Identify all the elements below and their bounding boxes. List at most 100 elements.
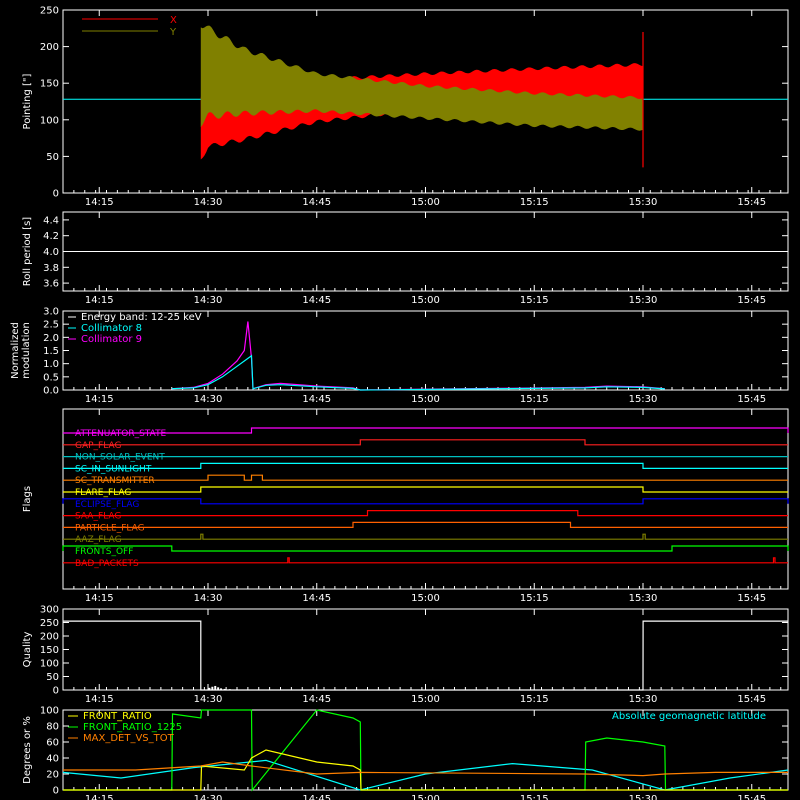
- flag-label: PARTICLE_FLAG: [75, 523, 145, 533]
- x-tick-label: 15:15: [520, 394, 549, 405]
- flag-trace: [63, 557, 788, 564]
- x-tick-label: 15:30: [629, 694, 658, 705]
- flag-bad-packets: BAD_PACKETS: [63, 557, 788, 569]
- x-tick-label: 14:30: [194, 394, 223, 405]
- flag-fronts-off: FRONTS_OFF: [62, 545, 789, 557]
- x-tick-label: 14:15: [85, 593, 114, 604]
- y-axis-label-text: Roll period [s]: [22, 217, 33, 286]
- y-axis-label-text: Pointing ["]: [22, 73, 33, 129]
- legend-label: Collimator 9: [81, 334, 142, 345]
- series-absolute-geomagnetic-latitude: [62, 759, 789, 791]
- y-axis-label: Pointing ["]: [22, 73, 33, 129]
- x-tick-label: 15:00: [411, 394, 440, 405]
- x-tick-label: 15:45: [737, 197, 766, 208]
- panel-5: 14:15 14:30 14:45 15:00 15:15 15:30 15:45 0 50 10…: [40, 605, 789, 705]
- flag-eclipse-flag: ECLIPSE_FLAG: [62, 498, 789, 510]
- y-axis-label-text: Normalizedmodulation: [10, 322, 32, 379]
- flag-attenuator-state: ATTENUATOR_STATE: [63, 427, 789, 439]
- flag-gap-flag: GAP_FLAG: [63, 439, 788, 451]
- y-tick-label: 0: [53, 189, 59, 200]
- x-tick-label: 15:30: [629, 394, 658, 405]
- y-tick-label: 50: [46, 672, 59, 683]
- y-tick-label: 3.0: [43, 307, 59, 318]
- y-axis-label: Flags: [22, 486, 33, 512]
- flag-label: ATTENUATOR_STATE: [75, 429, 167, 439]
- y-tick-label: 300: [40, 605, 59, 616]
- y-tick-label: 20: [46, 770, 59, 781]
- x-tick-label: 14:45: [302, 394, 331, 405]
- flag-trace: [63, 474, 788, 481]
- flag-label: GAP_FLAG: [75, 441, 121, 451]
- x-tick-label: 15:30: [629, 295, 658, 306]
- x-tick-label: 14:45: [302, 197, 331, 208]
- flag-label: AAZ_FLAG: [75, 535, 122, 545]
- series-front-ratio-1225: [63, 709, 788, 792]
- y-tick-label: 2.5: [43, 320, 59, 331]
- y-tick-label: 150: [40, 645, 59, 656]
- x-tick-label: 15:15: [520, 197, 549, 208]
- x-tick-label: 15:45: [737, 394, 766, 405]
- x-tick-label: 15:00: [411, 794, 440, 800]
- panel-2: 14:15 14:30 14:45 15:00 15:15 15:30 15:45 3.6 3.…: [43, 211, 789, 306]
- y-axis-label-text: Quality: [22, 632, 33, 668]
- flag-trace: [63, 510, 788, 517]
- legend: XY: [82, 15, 177, 38]
- y-tick-label: 3.8: [43, 263, 59, 274]
- flag-trace: [63, 462, 788, 469]
- flag-trace: [63, 486, 788, 493]
- x-tick-label: 14:30: [194, 295, 223, 306]
- y-tick-label: 0.5: [43, 372, 59, 383]
- x-tick-label: 14:15: [85, 794, 114, 800]
- x-tick-label: 14:15: [85, 694, 114, 705]
- x-tick-label: 14:30: [194, 593, 223, 604]
- x-tick-label: 15:00: [411, 197, 440, 208]
- y-axis-label-text: Flags: [22, 486, 33, 512]
- y-axis-label: Degrees or %: [22, 716, 33, 784]
- flag-sc-transmitter: SC_TRANSMITTER: [63, 474, 788, 486]
- y-axis-label: Roll period [s]: [22, 217, 33, 286]
- x-tick-label: 15:15: [520, 794, 549, 800]
- panel-1: 14:15 14:30 14:45 15:00 15:15 15:30 15:45 0 50 10…: [40, 6, 789, 208]
- flag-label: SC_IN_SUNLIGHT: [75, 464, 152, 474]
- y-tick-label: 200: [40, 632, 59, 643]
- flag-label: BAD_PACKETS: [75, 559, 139, 569]
- x-tick-label: 15:30: [629, 794, 658, 800]
- y-tick-label: 4.0: [43, 247, 59, 258]
- x-tick-label: 14:30: [194, 694, 223, 705]
- flag-trace: [62, 498, 789, 505]
- series-collimator-8: [171, 354, 665, 391]
- y-tick-label: 0: [53, 786, 59, 797]
- flag-label: SC_TRANSMITTER: [75, 476, 155, 486]
- flag-non-solar-event: NON_SOLAR_EVENT: [63, 453, 788, 463]
- flag-trace: [63, 521, 788, 528]
- quality-trace: [63, 620, 788, 691]
- x-tick-label: 15:30: [629, 593, 658, 604]
- y-tick-label: 200: [40, 42, 59, 53]
- legend-label: FRONT_RATIO_1225: [83, 722, 182, 733]
- x-tick-label: 15:30: [629, 197, 658, 208]
- x-tick-label: 14:30: [194, 794, 223, 800]
- x-tick-label: 14:45: [302, 794, 331, 800]
- x-tick-label: 15:45: [737, 593, 766, 604]
- series-collimator-9: [171, 321, 665, 391]
- x-tick-label: 15:15: [520, 694, 549, 705]
- flag-label: FRONTS_OFF: [75, 547, 133, 557]
- flag-particle-flag: PARTICLE_FLAG: [63, 521, 788, 533]
- y-tick-label: 40: [46, 754, 59, 765]
- series-front-ratio: [63, 749, 788, 791]
- panel-4: 14:15 14:30 14:45 15:00 15:15 15:30 15:45: [62, 408, 789, 604]
- x-tick-label: 15:45: [737, 694, 766, 705]
- flag-saa-flag: SAA_FLAG: [63, 510, 788, 522]
- flag-sc-in-sunlight: SC_IN_SUNLIGHT: [63, 462, 788, 474]
- y-tick-label: 150: [40, 79, 59, 90]
- y-tick-label: 3.6: [43, 279, 59, 290]
- x-tick-label: 15:00: [411, 295, 440, 306]
- legend-label: Collimator 8: [81, 323, 142, 334]
- flag-flare-flag: FLARE_FLAG: [63, 486, 788, 498]
- y-axis-label-line: modulation: [21, 322, 32, 379]
- x-tick-label: 15:00: [411, 694, 440, 705]
- y-tick-label: 4.2: [43, 231, 59, 242]
- y-tick-label: 50: [46, 152, 59, 163]
- flag-label: NON_SOLAR_EVENT: [75, 453, 165, 463]
- x-tick-label: 15:00: [411, 593, 440, 604]
